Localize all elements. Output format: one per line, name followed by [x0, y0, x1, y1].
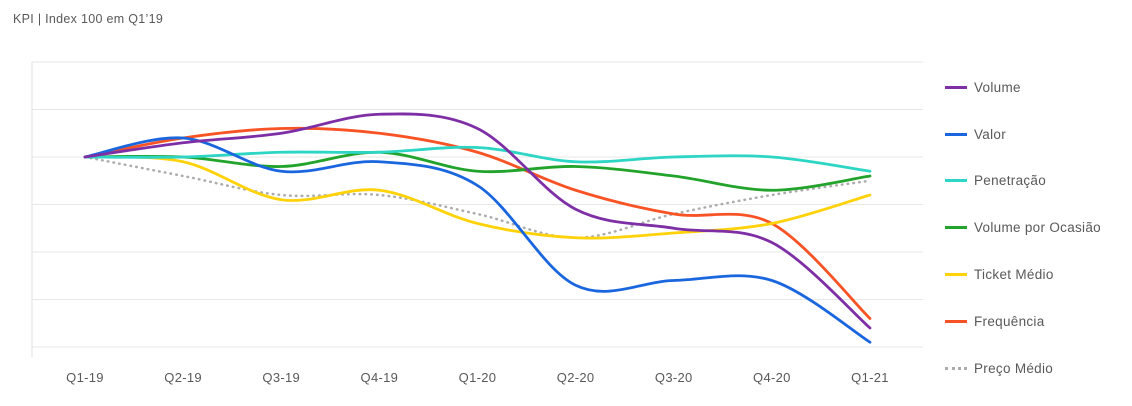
- series-line-valor: [83, 136, 872, 344]
- preco-medio-dotted-line-swatch-icon: [945, 366, 967, 370]
- volume-por-ocasiao-line-swatch-icon: [945, 226, 967, 230]
- legend-item-volume-por-ocasiao: Volume por Ocasião: [945, 204, 1125, 251]
- legend-item-valor: Valor: [945, 111, 1125, 158]
- legend-item-frequencia: Frequência: [945, 298, 1125, 345]
- legend-label: Volume: [974, 79, 1021, 95]
- legend-item-penetracao: Penetração: [945, 158, 1125, 205]
- series-line-frequência: [83, 126, 872, 320]
- x-axis: Q1-19 Q2-19 Q3-19 Q4-19 Q1-20 Q2-20 Q3-2…: [30, 370, 925, 390]
- legend-label: Penetração: [974, 173, 1047, 189]
- legend-label: Preço Médio: [974, 360, 1054, 376]
- series-line-preço-médio: [83, 155, 872, 239]
- x-tick-q4-19: Q4-19: [360, 370, 399, 385]
- series-line-ticket-médio: [83, 155, 872, 240]
- plot-area: [30, 55, 925, 365]
- series-line-volume: [83, 112, 872, 330]
- x-tick-q2-19: Q2-19: [164, 370, 202, 385]
- legend-item-ticket-medio: Ticket Médio: [945, 251, 1125, 298]
- series-line-volume-por-ocasião: [83, 150, 872, 192]
- x-tick-q4-20: Q4-20: [753, 370, 791, 385]
- valor-line-swatch-icon: [945, 132, 967, 136]
- x-tick-q2-20: Q2-20: [556, 370, 595, 385]
- penetracao-line-swatch-icon: [945, 179, 967, 183]
- legend-label: Valor: [974, 126, 1007, 142]
- x-tick-q1-19: Q1-19: [66, 370, 104, 385]
- legend-item-preco-medio: Preço Médio: [945, 345, 1125, 392]
- x-tick-q1-21: Q1-21: [851, 370, 889, 385]
- legend-label: Volume por Ocasião: [974, 220, 1101, 236]
- legend-label: Frequência: [974, 313, 1045, 329]
- x-tick-q3-19: Q3-19: [262, 370, 301, 385]
- volume-line-swatch-icon: [945, 85, 967, 89]
- frequencia-line-swatch-icon: [945, 319, 967, 323]
- ticket-medio-line-swatch-icon: [945, 273, 967, 277]
- legend: Volume Valor Penetração Volume por Ocasi…: [945, 64, 1125, 392]
- chart-title: KPI | Index 100 em Q1’19: [13, 12, 164, 26]
- series-line-penetração: [83, 145, 872, 173]
- legend-label: Ticket Médio: [974, 267, 1054, 283]
- x-tick-q1-20: Q1-20: [458, 370, 497, 385]
- legend-item-volume: Volume: [945, 64, 1125, 111]
- x-tick-q3-20: Q3-20: [654, 370, 693, 385]
- plot-svg: [31, 61, 923, 357]
